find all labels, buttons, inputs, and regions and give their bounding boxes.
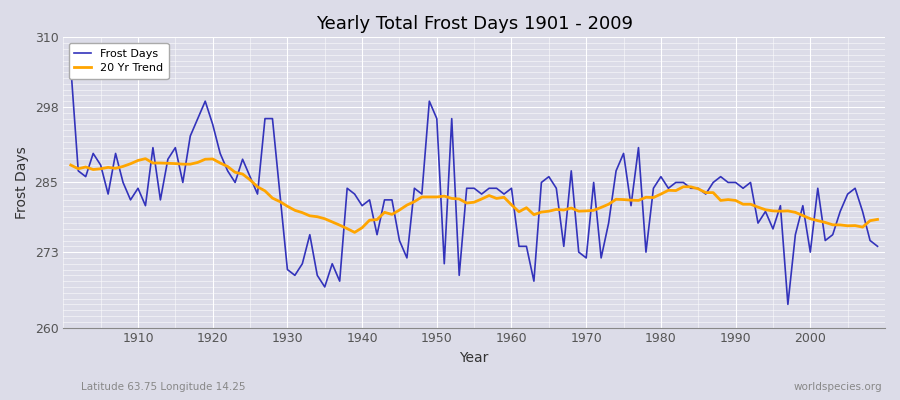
Frost Days xyxy=(872,244,883,249)
Legend: Frost Days, 20 Yr Trend: Frost Days, 20 Yr Trend xyxy=(68,43,168,79)
Frost Days xyxy=(125,198,136,202)
Frost Days xyxy=(499,192,509,196)
Y-axis label: Frost Days: Frost Days xyxy=(15,146,29,219)
Frost Days xyxy=(596,256,607,260)
20 Yr Trend xyxy=(297,210,308,215)
20 Yr Trend xyxy=(872,217,883,222)
Text: Latitude 63.75 Longitude 14.25: Latitude 63.75 Longitude 14.25 xyxy=(81,382,246,392)
20 Yr Trend xyxy=(140,156,151,161)
20 Yr Trend xyxy=(349,230,360,235)
Frost Days xyxy=(290,273,301,278)
Frost Days xyxy=(782,302,793,307)
Text: worldspecies.org: worldspecies.org xyxy=(794,382,882,392)
Frost Days xyxy=(334,279,345,284)
Line: 20 Yr Trend: 20 Yr Trend xyxy=(71,159,878,232)
20 Yr Trend xyxy=(514,209,525,214)
Frost Days xyxy=(506,186,517,191)
20 Yr Trend xyxy=(66,163,77,168)
20 Yr Trend xyxy=(611,197,622,202)
X-axis label: Year: Year xyxy=(460,351,489,365)
20 Yr Trend xyxy=(125,161,136,166)
20 Yr Trend xyxy=(521,205,532,210)
Line: Frost Days: Frost Days xyxy=(71,66,878,304)
Frost Days xyxy=(66,64,77,69)
Title: Yearly Total Frost Days 1901 - 2009: Yearly Total Frost Days 1901 - 2009 xyxy=(316,15,633,33)
20 Yr Trend xyxy=(342,226,353,231)
